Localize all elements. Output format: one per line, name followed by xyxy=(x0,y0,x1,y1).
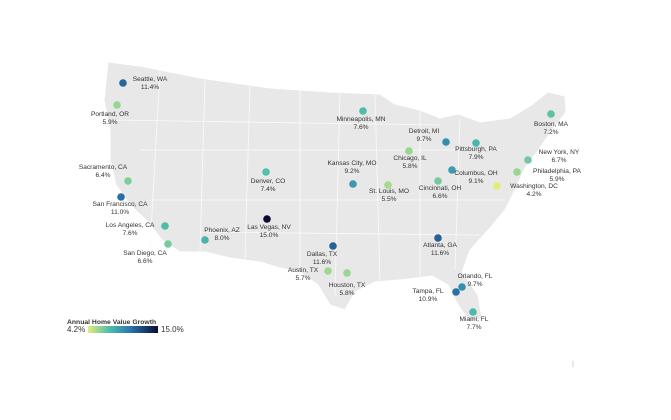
city-name: Austin, TX xyxy=(288,267,319,274)
city-value: 7.9% xyxy=(468,154,483,161)
city-value: 9.7% xyxy=(416,136,431,143)
city-value: 5.8% xyxy=(402,163,417,170)
city-value: 7.7% xyxy=(466,324,481,331)
city-name: Washington, DC xyxy=(510,183,558,190)
city-name: Dallas, TX xyxy=(307,251,338,258)
city-dot xyxy=(119,79,127,87)
city-value: 6.6% xyxy=(432,193,447,200)
city-value: 7.6% xyxy=(353,124,368,131)
city-name: Atlanta, GA xyxy=(423,242,457,249)
city-value: 5.5% xyxy=(381,196,396,203)
city-value: 6.6% xyxy=(137,258,152,265)
us-outline xyxy=(103,61,567,323)
city-dot xyxy=(434,234,442,242)
city-dot xyxy=(547,110,555,118)
city-name: Sacramento, CA xyxy=(79,164,128,171)
city-name: Boston, MA xyxy=(534,121,569,128)
city-value: 11.4% xyxy=(141,84,159,91)
city-dot xyxy=(384,181,392,189)
city-name: Detroit, MI xyxy=(409,128,440,135)
city-value: 9.1% xyxy=(468,178,483,185)
city-dot xyxy=(329,242,337,250)
legend-title: Annual Home Value Growth xyxy=(67,319,156,326)
city-value: 11.6% xyxy=(313,259,331,266)
city-dot xyxy=(442,138,450,146)
city-name: Pittsburgh, PA xyxy=(455,146,497,153)
city-dot xyxy=(359,107,367,115)
city-dot xyxy=(458,283,466,291)
city-dot xyxy=(472,139,480,147)
city-value: 11.6% xyxy=(431,250,449,257)
city-name: New York, NY xyxy=(539,149,580,156)
city-dot xyxy=(349,180,357,188)
legend-min: 4.2% xyxy=(67,325,85,334)
city-dot xyxy=(513,168,521,176)
city-value: 6.7% xyxy=(551,157,566,164)
city-dot xyxy=(124,177,132,185)
city-value: 7.4% xyxy=(260,186,275,193)
city-name: Houston, TX xyxy=(329,282,366,289)
city-dot xyxy=(448,166,456,174)
city-value: 5.7% xyxy=(295,275,310,282)
city-value: 11.0% xyxy=(111,209,129,216)
city-name: Los Angeles, CA xyxy=(106,222,155,229)
city-dot xyxy=(405,147,413,155)
city-name: Philadelphia, PA xyxy=(533,168,581,175)
city-name: Miami, FL xyxy=(460,316,489,323)
city-dot xyxy=(469,308,477,316)
city-value: 7.2% xyxy=(543,129,558,136)
city-name: Denver, CO xyxy=(251,178,285,185)
city-value: 7.6% xyxy=(122,230,137,237)
city-value: 6.4% xyxy=(95,172,110,179)
city-dot xyxy=(343,269,351,277)
city-name: Phoenix, AZ xyxy=(204,227,240,234)
city-dot xyxy=(324,267,332,275)
city-value: 15.0% xyxy=(260,232,279,239)
city-value: 10.9% xyxy=(419,296,438,303)
legend-scale xyxy=(88,326,158,333)
city-name: Las Vegas, NV xyxy=(247,224,291,231)
city-value: 9.7% xyxy=(467,281,482,288)
city-name: Chicago, IL xyxy=(393,155,427,162)
city-name: Columbus, OH xyxy=(454,170,497,177)
city-dot xyxy=(263,215,271,223)
city-dot xyxy=(161,222,169,230)
city-name: San Diego, CA xyxy=(123,250,167,257)
city-dot xyxy=(434,177,442,185)
city-dot xyxy=(117,193,125,201)
city-name: Cincinnati, OH xyxy=(419,185,462,192)
city-dot xyxy=(493,182,501,190)
city-value: 5.9% xyxy=(102,119,117,126)
city-name: Seattle, WA xyxy=(133,76,168,83)
legend-max: 15.0% xyxy=(161,325,184,334)
city-dot xyxy=(113,101,121,109)
city-name: Orlando, FL xyxy=(458,273,493,280)
city-name: Minneapolis, MN xyxy=(336,116,385,123)
city-value: 5.8% xyxy=(339,290,354,297)
city-value: 8.0% xyxy=(214,235,229,242)
city-dot xyxy=(164,240,172,248)
city-dot xyxy=(524,156,532,164)
city-value: 4.2% xyxy=(526,191,541,198)
city-name: Kansas City, MO xyxy=(328,160,377,167)
city-name: St. Louis, MO xyxy=(369,188,409,195)
city-name: Portland, OR xyxy=(91,111,129,118)
city-name: San Francisco, CA xyxy=(93,201,149,208)
city-dot xyxy=(452,288,460,296)
city-value: 9.2% xyxy=(344,168,359,175)
city-dot xyxy=(201,236,209,244)
city-name: Tampa, FL xyxy=(412,288,443,295)
city-dot xyxy=(262,168,270,176)
separator: | xyxy=(572,359,574,368)
city-value: 5.9% xyxy=(549,176,564,183)
state-lines xyxy=(109,69,505,296)
